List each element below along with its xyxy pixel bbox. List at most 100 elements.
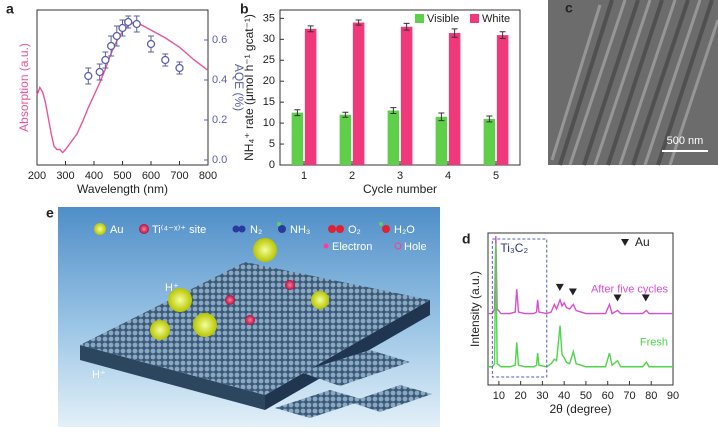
x-tick-label: 70: [623, 390, 635, 402]
peak-marker: [641, 294, 650, 302]
y-tick-label: 25: [263, 54, 275, 66]
point: [146, 39, 156, 49]
y-axis-label: Intensity (a.u.): [468, 271, 482, 347]
label: H⁺: [92, 369, 106, 381]
x-tick-label: 2: [349, 170, 355, 182]
panel-label: c: [565, 0, 573, 16]
panel-label: b: [240, 1, 249, 17]
peak-marker: [555, 283, 564, 291]
series-label: Fresh: [640, 337, 668, 349]
x-tick-label: 3: [397, 170, 403, 182]
error-bar: [294, 109, 301, 117]
y-tick-label: 20: [263, 75, 275, 87]
annotation: Au: [635, 235, 650, 249]
legend-label: NH₃: [290, 224, 310, 236]
point: [95, 67, 104, 77]
legend-swatch: [470, 14, 479, 23]
legend-label: Electron: [332, 241, 372, 253]
region-box: [491, 238, 548, 378]
bar: [352, 22, 365, 166]
legend-swatch: [415, 14, 424, 23]
x-tick-label: 60: [602, 390, 614, 402]
legend-label: Hole: [404, 241, 427, 253]
bar: [483, 118, 496, 165]
point: [84, 71, 93, 81]
x-tick-label: 600: [142, 170, 160, 182]
bar: [448, 33, 461, 165]
peak-marker: [613, 294, 622, 302]
x-tick-label: 700: [170, 170, 188, 182]
x-tick-label: 10: [493, 390, 505, 402]
line: [36, 21, 209, 154]
annotation: Ti₃C₂: [500, 241, 528, 255]
x-tick-label: 400: [85, 170, 103, 182]
peak-marker: [568, 288, 577, 296]
x-axis-label: Wavelength (nm): [77, 182, 168, 196]
error-bar: [307, 25, 314, 33]
x-axis-label: 2θ (degree): [549, 402, 611, 416]
x-tick-label: 40: [558, 390, 570, 402]
x-tick-label: 800: [199, 170, 217, 182]
error-bar: [451, 28, 458, 38]
y2-tick-label: 0.0: [212, 154, 227, 166]
y-tick-label: 15: [263, 96, 275, 108]
line: [488, 236, 673, 315]
legend-label: White: [482, 13, 510, 25]
y2-tick-label: 0.6: [212, 34, 227, 46]
y-tick-label: 10: [263, 117, 275, 129]
point: [118, 23, 127, 33]
y-tick-label: 0: [269, 159, 275, 171]
error-bar: [342, 111, 349, 118]
y2-axis-label: AQE (%): [232, 64, 246, 111]
x-tick-label: 1: [301, 170, 307, 182]
panel-label: a: [6, 1, 14, 17]
panel-label: d: [462, 231, 471, 247]
bar: [400, 26, 413, 165]
legend-label: Au: [110, 224, 123, 236]
error-bar: [438, 112, 445, 122]
legend-label: Visible: [427, 13, 459, 25]
point: [132, 19, 141, 29]
schematic: Au Ti⁽⁴⁻ˣ⁾⁺ site N₂ NH₃ O₂ H₂O Electron …: [58, 207, 440, 427]
x-tick-label: 30: [536, 390, 548, 402]
point: [112, 31, 121, 41]
point: [101, 55, 110, 65]
y2-tick-label: 0.4: [212, 74, 227, 86]
x-tick-label: 200: [28, 170, 46, 182]
y-tick-label: 5: [269, 138, 275, 150]
bar: [387, 110, 400, 165]
x-tick-label: 4: [445, 170, 451, 182]
bar: [291, 112, 304, 165]
x-tick-label: 300: [56, 170, 74, 182]
point: [106, 41, 116, 51]
point: [161, 55, 170, 65]
y-tick-label: 30: [263, 33, 275, 45]
scale-bar-label: 500 nm: [667, 135, 704, 147]
point: [124, 17, 133, 27]
label: H⁺: [165, 282, 179, 294]
error-bar: [390, 107, 397, 114]
line: [488, 243, 673, 368]
legend-label: N₂: [250, 224, 262, 236]
bar: [339, 114, 352, 165]
x-tick-label: 20: [515, 390, 527, 402]
sem-image: 500 nm: [548, 0, 718, 166]
y-axis-label: Absorption (a.u.): [17, 43, 31, 132]
x-tick-label: 500: [113, 170, 131, 182]
x-axis-label: Cycle number: [363, 182, 437, 196]
bar: [435, 116, 448, 165]
x-tick-label: 90: [667, 390, 679, 402]
series-label: After five cycles: [591, 283, 669, 295]
panel-label: e: [46, 205, 54, 221]
legend-label: O₂: [348, 224, 361, 236]
error-bar: [486, 115, 493, 123]
point: [175, 63, 184, 73]
plot-frame: [487, 232, 674, 386]
legend-marker: [621, 239, 629, 246]
legend-label: H₂O: [394, 224, 415, 236]
x-tick-label: 50: [580, 390, 592, 402]
legend-label: Ti⁽⁴⁻ˣ⁾⁺ site: [152, 224, 206, 236]
error-bar: [499, 31, 506, 39]
error-bar: [403, 22, 410, 31]
